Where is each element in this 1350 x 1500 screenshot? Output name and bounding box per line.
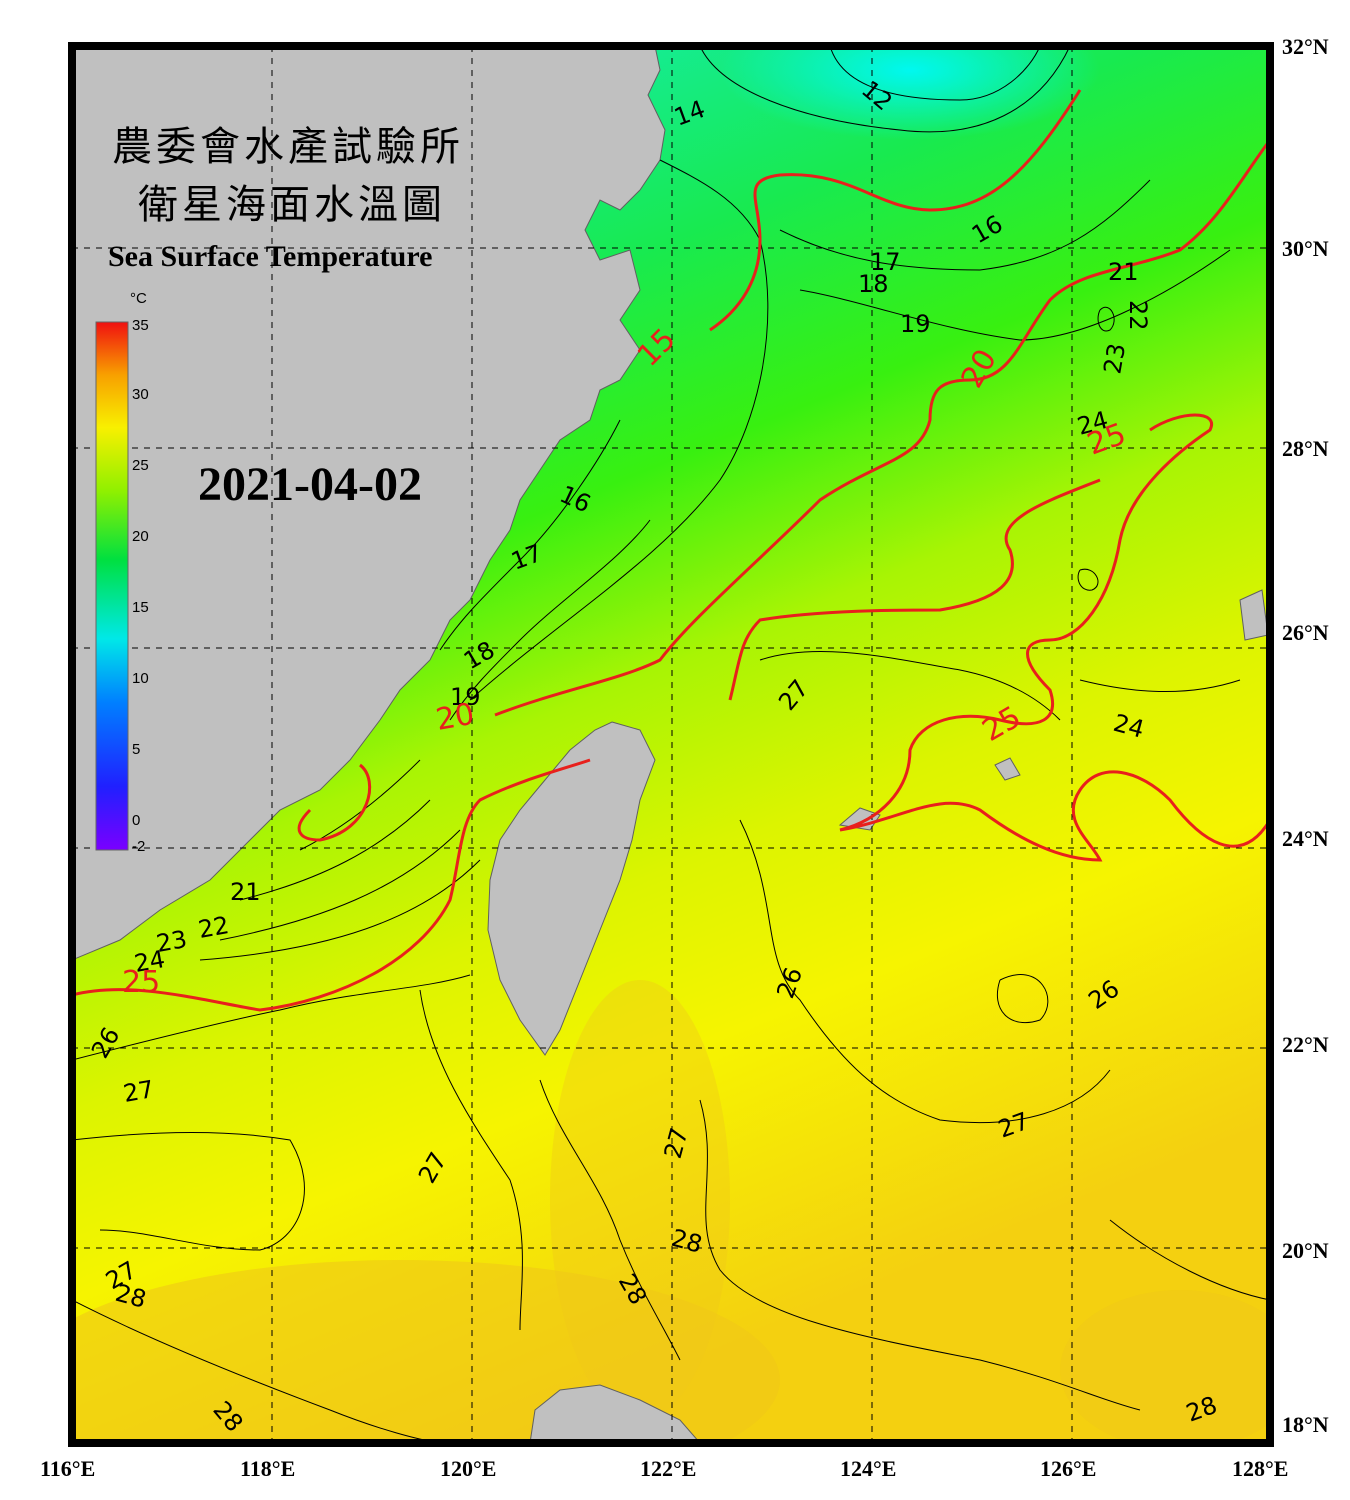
colorbar-tick: 25 — [132, 457, 149, 474]
map-frame — [68, 42, 1274, 1447]
graticule — [72, 46, 1270, 1443]
title-cn-line1: 農委會水產試驗所 — [112, 124, 464, 170]
colorbar-unit: °C — [130, 290, 147, 307]
lon-label: 126°E — [1040, 1456, 1096, 1481]
colorbar-tick: 0 — [132, 812, 140, 829]
lat-label: 30°N — [1282, 236, 1329, 261]
colorbar-tick: 30 — [132, 386, 149, 403]
colorbar-tick: 35 — [132, 317, 149, 334]
land-china — [72, 46, 666, 961]
colorbar-tick: 5 — [132, 741, 140, 758]
land-taiwan — [487, 721, 656, 1056]
lat-label: 26°N — [1282, 620, 1329, 645]
lon-label: 118°E — [240, 1456, 295, 1481]
colorbar: °C 35 30 25 20 15 10 5 0 -2 — [95, 290, 149, 855]
lat-label: 22°N — [1282, 1032, 1329, 1057]
latitude-labels: 32°N 30°N 28°N 26°N 24°N 22°N 20°N 18°N — [1282, 34, 1329, 1437]
longitude-labels: 116°E 118°E 120°E 122°E 124°E 126°E 128°… — [40, 1456, 1288, 1481]
title-en: Sea Surface Temperature — [108, 240, 432, 273]
iso-label: 21 — [230, 878, 261, 906]
lat-label: 28°N — [1282, 436, 1329, 461]
colorbar-tick: -2 — [132, 838, 145, 855]
iso-label-major: 20 — [433, 697, 477, 738]
colorbar-tick: 15 — [132, 599, 149, 616]
lon-label: 116°E — [40, 1456, 95, 1481]
iso-label: 24 — [132, 945, 167, 978]
iso-label: 27 — [121, 1075, 156, 1108]
isotherms — [72, 46, 1270, 1443]
iso-label: 22 — [196, 911, 231, 944]
lat-label: 24°N — [1282, 826, 1329, 851]
colorbar-tick: 20 — [132, 528, 149, 545]
iso-label: 17 — [870, 248, 901, 276]
lon-label: 128°E — [1232, 1456, 1288, 1481]
lon-label: 122°E — [640, 1456, 696, 1481]
lon-label: 120°E — [440, 1456, 496, 1481]
lon-label: 124°E — [840, 1456, 896, 1481]
lat-label: 18°N — [1282, 1412, 1329, 1437]
iso-label: 22 — [1124, 300, 1152, 331]
iso-label-major: 25 — [122, 965, 160, 1000]
iso-label: 19 — [450, 683, 481, 711]
lat-label: 20°N — [1282, 1238, 1329, 1263]
iso-label: 23 — [1098, 341, 1131, 376]
lat-label: 32°N — [1282, 34, 1329, 59]
colorbar-tick: 10 — [132, 670, 149, 687]
iso-label: 23 — [154, 925, 189, 958]
iso-label: 21 — [1108, 258, 1139, 286]
title-cn-line2: 衛星海面水溫圖 — [138, 182, 446, 228]
map-date: 2021-04-02 — [198, 458, 422, 511]
iso-label: 18 — [858, 270, 889, 298]
iso-label: 19 — [900, 310, 931, 338]
